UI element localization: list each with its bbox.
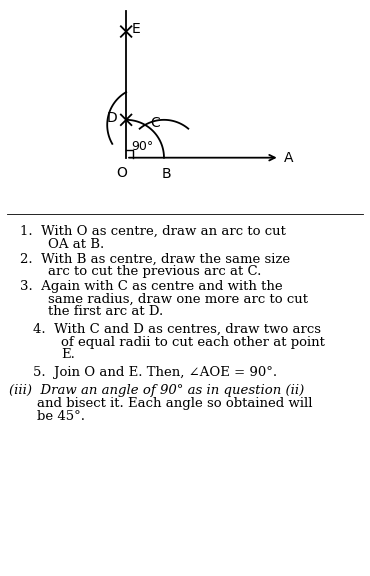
Text: of equal radii to cut each other at point: of equal radii to cut each other at poin… [61, 336, 325, 348]
Text: 1.  With O as centre, draw an arc to cut: 1. With O as centre, draw an arc to cut [20, 225, 286, 238]
Text: 5.  Join O and E. Then, ∠AOE = 90°.: 5. Join O and E. Then, ∠AOE = 90°. [33, 366, 278, 378]
Text: be 45°.: be 45°. [37, 410, 85, 423]
Text: 90°: 90° [131, 139, 153, 153]
Text: E: E [131, 22, 140, 36]
Text: O: O [117, 166, 127, 180]
Text: 3.  Again with C as centre and with the: 3. Again with C as centre and with the [20, 280, 283, 293]
Text: arc to cut the previous arc at C.: arc to cut the previous arc at C. [48, 265, 262, 278]
Text: D: D [107, 111, 118, 125]
Text: 4.  With C and D as centres, draw two arcs: 4. With C and D as centres, draw two arc… [33, 323, 321, 336]
Text: and bisect it. Each angle so obtained will: and bisect it. Each angle so obtained wi… [37, 397, 313, 410]
Text: (iii)  Draw an angle of 90° as in question (ii): (iii) Draw an angle of 90° as in questio… [9, 384, 305, 397]
Text: 2.  With B as centre, draw the same size: 2. With B as centre, draw the same size [20, 252, 290, 266]
Text: same radius, draw one more arc to cut: same radius, draw one more arc to cut [48, 293, 308, 305]
Text: C: C [150, 116, 160, 130]
Text: B: B [161, 167, 171, 181]
Text: OA at B.: OA at B. [48, 238, 104, 251]
Text: the first arc at D.: the first arc at D. [48, 305, 163, 319]
Text: A: A [284, 151, 293, 165]
Text: E.: E. [61, 348, 75, 362]
